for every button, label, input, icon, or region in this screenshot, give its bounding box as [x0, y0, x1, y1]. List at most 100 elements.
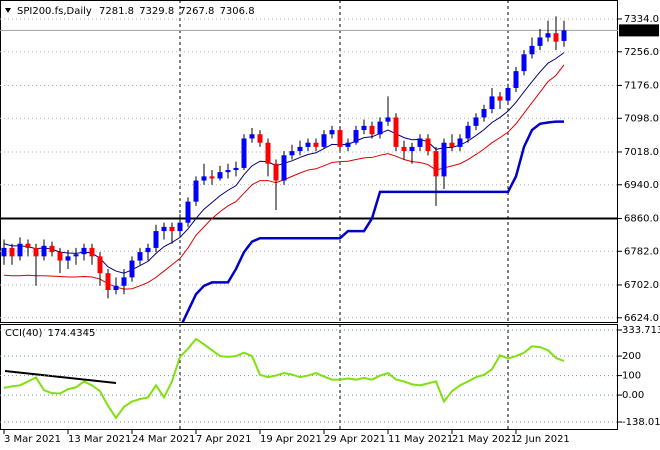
- price-label: 7306.8: [621, 25, 656, 36]
- candle-body: [113, 285, 119, 291]
- high-value: 7329.8: [139, 6, 174, 17]
- candle-body: [305, 142, 311, 147]
- candle-body: [537, 37, 543, 46]
- candle-body: [409, 146, 415, 152]
- low-value: 7267.8: [179, 6, 214, 17]
- y-tick-label: 7334.0: [624, 14, 659, 25]
- main-plot: [0, 16, 618, 322]
- candle-body: [553, 33, 559, 42]
- candle-body: [65, 256, 71, 261]
- candle-body: [401, 146, 407, 152]
- candle-body: [425, 138, 431, 152]
- candle-body: [457, 138, 463, 147]
- candle-body: [465, 125, 471, 139]
- x-tick-label: 7 Apr 2021: [196, 434, 251, 445]
- candle-body: [225, 170, 231, 173]
- candle-body: [233, 167, 239, 171]
- y-tick-label: 6860.0: [624, 213, 659, 224]
- candle-body: [25, 243, 31, 248]
- candle-body: [481, 109, 487, 118]
- candle-body: [449, 142, 455, 147]
- candle-body: [497, 96, 503, 101]
- candle-body: [201, 176, 207, 181]
- candle-body: [257, 134, 263, 143]
- candle-body: [249, 134, 255, 139]
- candle-body: [161, 226, 167, 232]
- trend-line: [4, 370, 117, 384]
- y-tick-label: 6940.0: [624, 180, 659, 191]
- candle-body: [529, 45, 535, 55]
- main-frame: [0, 0, 618, 323]
- candle-body: [105, 273, 111, 291]
- candle-body: [241, 138, 247, 168]
- candle-body: [513, 71, 519, 88]
- candle-body: [9, 247, 15, 257]
- indicator-name: CCI(40): [5, 328, 43, 339]
- candle-body: [129, 260, 135, 278]
- y-tick-label: 7018.0: [624, 147, 659, 158]
- candle-body: [345, 142, 351, 147]
- y-tick-label: 7256.0: [624, 47, 659, 58]
- candle-body: [369, 125, 375, 135]
- candle-body: [377, 121, 383, 135]
- indicator-y-tick-label: -138.0124: [622, 417, 660, 428]
- candle-body: [289, 151, 295, 156]
- candle-body: [193, 180, 199, 202]
- indicator-value: 174.4345: [48, 328, 96, 339]
- x-tick-label: 3 Mar 2021: [4, 434, 61, 445]
- candle-body: [353, 130, 359, 143]
- candle-body: [281, 155, 287, 181]
- indicator-y-tick-label: 200: [622, 351, 641, 362]
- axes: 6624.0 6702.0 6782.0 6860.0 6940.0 7018.0 7098…: [3, 14, 660, 445]
- y-tick-label: 6624.0: [624, 313, 659, 324]
- chart-header: SPI200.fs,Daily 7281.8 7329.8 7267.8 730…: [17, 6, 255, 17]
- candle-body: [393, 117, 399, 147]
- x-tick-label: 2 Jun 2021: [516, 434, 570, 445]
- candle-body: [41, 245, 47, 257]
- y-tick-label: 6782.0: [624, 246, 659, 257]
- candle-body: [97, 256, 103, 274]
- candle-body: [489, 96, 495, 110]
- indicator-line: [3, 337, 565, 420]
- y-tick-label: 7098.0: [624, 113, 659, 124]
- candle-body: [81, 247, 87, 255]
- menu-icon: [5, 8, 11, 13]
- moving-line: [181, 120, 564, 322]
- candle-body: [297, 146, 303, 152]
- candle-body: [561, 30, 567, 41]
- candle-body: [265, 142, 271, 164]
- candle-body: [169, 226, 175, 232]
- candle-body: [473, 117, 479, 126]
- close-value: 7306.8: [220, 6, 255, 17]
- candle-body: [33, 247, 39, 257]
- indicator-header: CCI(40) 174.4345: [5, 328, 95, 339]
- candle-body: [505, 87, 511, 101]
- candle-body: [177, 222, 183, 232]
- x-tick-label: 24 Mar 2021: [132, 434, 195, 445]
- candle-body: [217, 172, 223, 179]
- x-tick-label: 19 Apr 2021: [260, 434, 322, 445]
- open-value: 7281.8: [99, 6, 134, 17]
- candle-body: [441, 142, 447, 177]
- candle-body: [73, 254, 79, 257]
- candle-body: [145, 247, 151, 253]
- y-tick-label: 6702.0: [624, 280, 659, 291]
- candle-body: [385, 117, 391, 122]
- x-tick-label: 21 May 2021: [452, 434, 517, 445]
- symbol-label: SPI200.fs,Daily: [17, 6, 92, 17]
- indicator-frame: [0, 324, 618, 430]
- candle-body: [89, 247, 95, 257]
- price-label-box: [619, 24, 659, 37]
- candle-body: [337, 130, 343, 147]
- indicator-y-tick-label: 333.7135: [622, 325, 660, 336]
- candle-body: [545, 33, 551, 38]
- x-tick-label: 29 Apr 2021: [324, 434, 386, 445]
- candle-body: [137, 252, 143, 261]
- candle-body: [185, 201, 191, 223]
- candle-body: [521, 54, 527, 72]
- candle-body: [17, 243, 23, 257]
- x-tick-label: 13 Mar 2021: [68, 434, 131, 445]
- candle-body: [361, 125, 367, 131]
